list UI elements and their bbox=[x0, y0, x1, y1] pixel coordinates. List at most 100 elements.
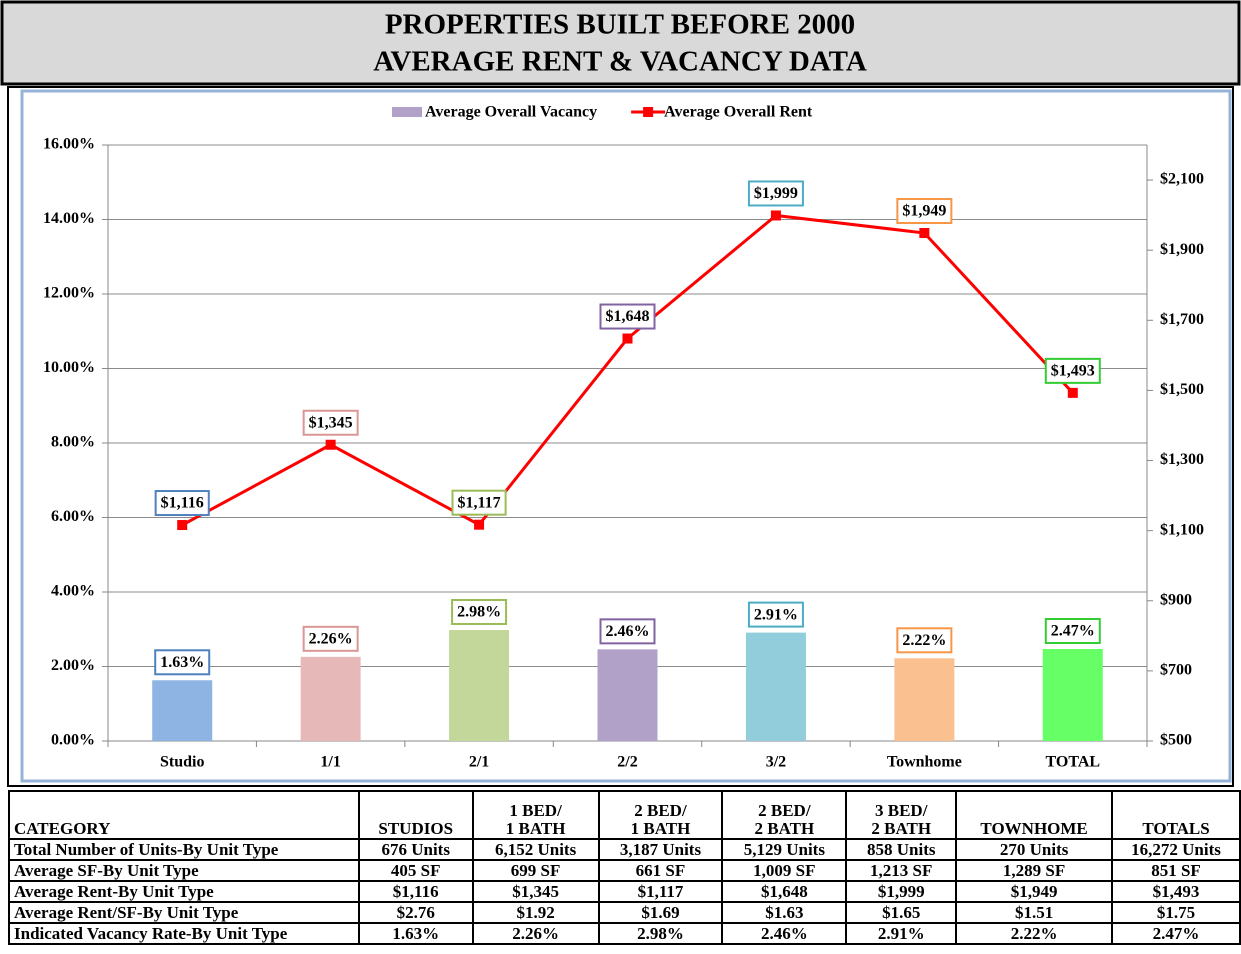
header-cell: 2 BED/2 BATH bbox=[721, 790, 848, 840]
table-cell: $1,493 bbox=[1111, 880, 1241, 903]
table-cell: Indicated Vacancy Rate-By Unit Type bbox=[8, 922, 360, 945]
data-label: $1,117 bbox=[451, 489, 507, 516]
header-cell: CATEGORY bbox=[8, 790, 360, 840]
table-cell: Average SF-By Unit Type bbox=[8, 859, 360, 882]
header-text: 1 BATH bbox=[505, 819, 566, 838]
data-label-text: 1.63% bbox=[160, 654, 204, 671]
table-cell: 858 Units bbox=[845, 838, 958, 861]
table-cell: $1,116 bbox=[357, 880, 474, 903]
x-tick-label: Townhome bbox=[887, 754, 962, 771]
y2-tick-label: $700 bbox=[1160, 662, 1192, 679]
header-cell: TOWNHOME bbox=[955, 790, 1114, 840]
data-table: CATEGORY STUDIOS 1 BED/1 BATH 2 BED/1 BATH 2… bbox=[8, 790, 1241, 945]
table-row: Indicated Vacancy Rate-By Unit Type 1.63%… bbox=[8, 922, 1241, 945]
line-marker bbox=[919, 227, 930, 238]
table-cell: $1,117 bbox=[597, 880, 724, 903]
table-cell: $1.92 bbox=[471, 901, 600, 924]
table-cell: 2.22% bbox=[955, 922, 1114, 945]
data-label-text: 2.26% bbox=[309, 630, 353, 647]
table-row: Total Number of Units-By Unit Type 676 Un… bbox=[8, 838, 1241, 861]
table-cell: 5,129 Units bbox=[721, 838, 848, 861]
data-label: 1.63% bbox=[154, 649, 211, 676]
data-label: 2.22% bbox=[896, 627, 953, 654]
table-row: Average Rent-By Unit Type $1,116 $1,345 $1,… bbox=[8, 880, 1241, 903]
table-cell: 661 SF bbox=[597, 859, 724, 882]
table-cell: 2.91% bbox=[845, 922, 958, 945]
y2-tick-label: $2,100 bbox=[1160, 171, 1204, 188]
table-cell: 676 Units bbox=[357, 838, 474, 861]
header-text: 1 BATH bbox=[630, 819, 691, 838]
table-cell: 1,213 SF bbox=[845, 859, 958, 882]
data-label: $1,999 bbox=[747, 180, 804, 207]
data-label-box bbox=[154, 649, 211, 676]
header-text: STUDIOS bbox=[378, 819, 454, 838]
header-text: 2 BED/ bbox=[758, 801, 811, 820]
header-text: TOWNHOME bbox=[980, 819, 1088, 838]
x-tick-label: Studio bbox=[160, 754, 204, 771]
x-tick-label: 3/2 bbox=[766, 754, 786, 771]
title-box bbox=[0, 0, 1241, 86]
data-label-box bbox=[302, 409, 359, 436]
table-cell: $1.69 bbox=[597, 901, 724, 924]
data-label-box bbox=[599, 618, 656, 645]
legend-swatch bbox=[392, 107, 422, 117]
y-tick-label: 12.00% bbox=[43, 285, 95, 302]
y-tick-label: 16.00% bbox=[43, 136, 95, 153]
data-label-box bbox=[451, 489, 507, 516]
table-cell: Total Number of Units-By Unit Type bbox=[8, 838, 360, 861]
table-cell: $1.51 bbox=[955, 901, 1114, 924]
y2-tick-label: $500 bbox=[1160, 732, 1192, 749]
header-cell: 1 BED/1 BATH bbox=[471, 790, 600, 840]
y-tick-label: 2.00% bbox=[51, 657, 95, 674]
y-tick-label: 8.00% bbox=[51, 434, 95, 451]
header-row: CATEGORY STUDIOS 1 BED/1 BATH 2 BED/1 BATH 2… bbox=[8, 790, 1241, 840]
table-cell: 270 Units bbox=[955, 838, 1114, 861]
data-label: $1,648 bbox=[599, 303, 656, 330]
data-label-text: $1,117 bbox=[458, 494, 501, 511]
table-cell: $1,648 bbox=[721, 880, 848, 903]
table-cell: 405 SF bbox=[357, 859, 474, 882]
table-cell: $1,999 bbox=[845, 880, 958, 903]
table-cell: 6,152 Units bbox=[471, 838, 600, 861]
data-label-box bbox=[747, 601, 804, 628]
table-cell: 2.46% bbox=[721, 922, 848, 945]
line-marker bbox=[1067, 387, 1078, 398]
data-label-box bbox=[896, 197, 953, 224]
table-cell: $1.63 bbox=[721, 901, 848, 924]
table-cell: 16,272 Units bbox=[1111, 838, 1241, 861]
data-label-box bbox=[599, 303, 656, 330]
x-tick-label: 2/2 bbox=[617, 754, 637, 771]
x-tick-label: 2/1 bbox=[469, 754, 489, 771]
line-marker bbox=[325, 439, 336, 450]
x-tick-label: TOTAL bbox=[1046, 754, 1101, 771]
data-label-box bbox=[1044, 357, 1101, 384]
data-label: 2.47% bbox=[1044, 617, 1101, 644]
y2-tick-label: $1,700 bbox=[1160, 311, 1204, 328]
table-cell: 851 SF bbox=[1111, 859, 1241, 882]
y-tick-label: 0.00% bbox=[51, 732, 95, 749]
data-label-text: $1,493 bbox=[1051, 363, 1095, 380]
data-label-text: 2.98% bbox=[457, 604, 501, 621]
data-label: 2.26% bbox=[302, 625, 359, 652]
table-row: Average Rent/SF-By Unit Type $2.76 $1.92 $1… bbox=[8, 901, 1241, 924]
chart-title: AVERAGE RENT & VACANCY DATA bbox=[373, 46, 867, 78]
table-cell: Average Rent/SF-By Unit Type bbox=[8, 901, 360, 924]
table-cell: $1,949 bbox=[955, 880, 1114, 903]
bar bbox=[1042, 648, 1103, 741]
legend-label: Average Overall Vacancy bbox=[425, 104, 597, 121]
y-tick-label: 6.00% bbox=[51, 508, 95, 525]
header-cell: 2 BED/1 BATH bbox=[597, 790, 724, 840]
y2-tick-label: $1,900 bbox=[1160, 241, 1204, 258]
data-label: $1,116 bbox=[154, 490, 210, 517]
table-cell: 699 SF bbox=[471, 859, 600, 882]
data-label-text: $1,116 bbox=[161, 495, 204, 512]
line-marker bbox=[622, 333, 633, 344]
data-label-text: 2.22% bbox=[902, 632, 946, 649]
data-label-text: $1,999 bbox=[754, 185, 798, 202]
legend-label: Average Overall Rent bbox=[664, 104, 813, 121]
bar bbox=[300, 656, 361, 741]
table-cell: 1.63% bbox=[357, 922, 474, 945]
bar bbox=[152, 680, 213, 741]
header-text: 2 BATH bbox=[871, 819, 932, 838]
